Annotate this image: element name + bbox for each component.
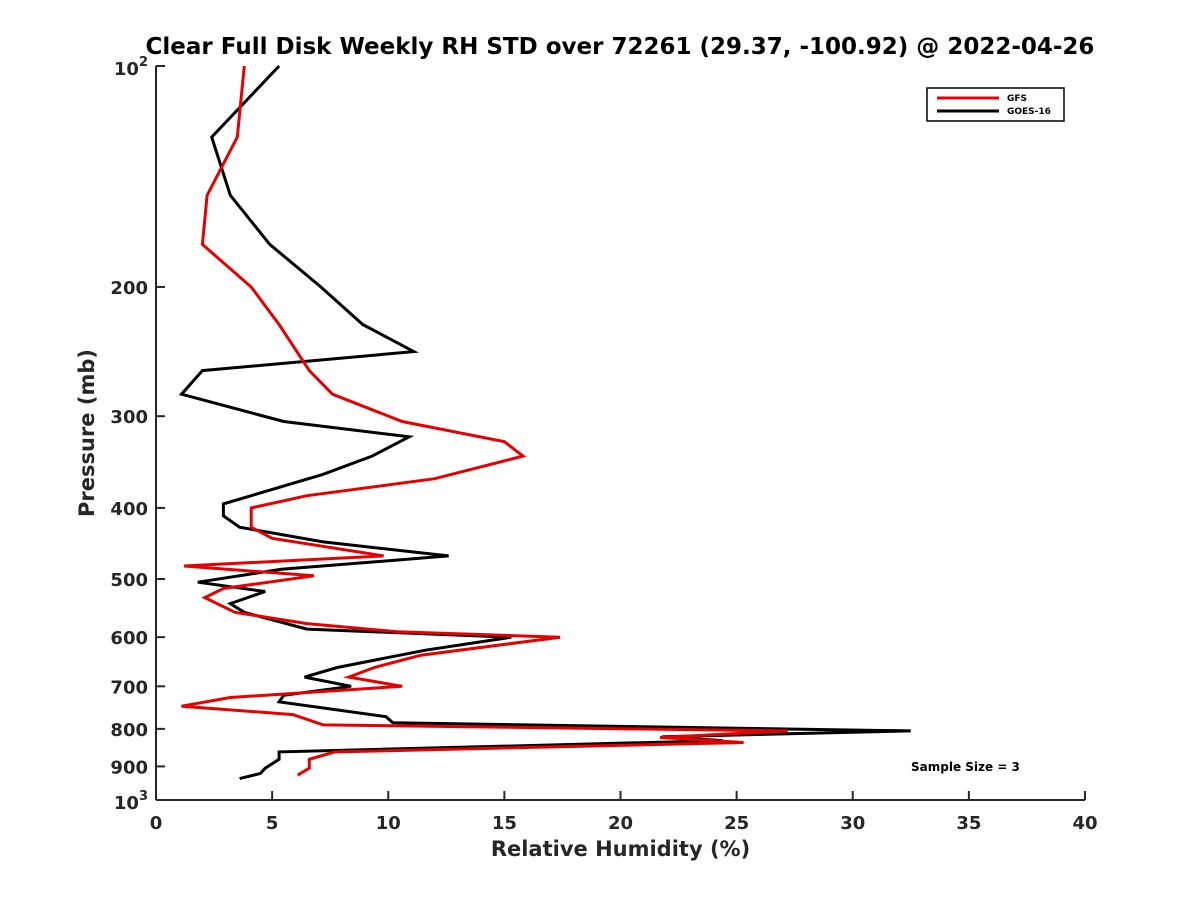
y-axis-label: Pressure (mb) xyxy=(75,349,99,517)
legend-label: GOES-16 xyxy=(1007,107,1051,117)
legend-label: GFS xyxy=(1007,94,1027,104)
x-tick-label: 30 xyxy=(840,813,865,834)
x-tick-label: 25 xyxy=(724,813,749,834)
x-tick-label: 10 xyxy=(376,813,401,834)
y-tick-label: 400 xyxy=(110,499,148,520)
x-tick-label: 40 xyxy=(1072,813,1097,834)
y-tick-label: 700 xyxy=(110,677,148,698)
x-tick-label: 35 xyxy=(956,813,981,834)
x-tick-label: 20 xyxy=(608,813,633,834)
y-tick-label: 900 xyxy=(110,757,148,778)
legend-box xyxy=(926,87,1065,122)
series-line-goes-16 xyxy=(178,64,911,781)
y-tick-label: 103 xyxy=(114,789,148,814)
x-tick-label: 5 xyxy=(266,813,279,834)
y-tick-label: 300 xyxy=(110,407,148,428)
y-tick-label: 200 xyxy=(110,278,148,299)
sample-size-annotation: Sample Size = 3 xyxy=(911,760,1020,774)
x-tick-label: 15 xyxy=(492,813,517,834)
y-tick-label: 800 xyxy=(110,720,148,741)
y-tick-label: 500 xyxy=(110,570,148,591)
axes: 0 5 10 15 20 25 30 35 40 102 200 300 400 500 600 700 800… xyxy=(110,55,1097,834)
series-line-gfs xyxy=(181,65,788,777)
x-tick-label: 0 xyxy=(150,813,163,834)
chart-title: Clear Full Disk Weekly RH STD over 72261… xyxy=(146,34,1095,60)
y-tick-label: 102 xyxy=(114,55,148,80)
legend: GFS GOES-16 xyxy=(926,87,1065,122)
x-axis-label: Relative Humidity (%) xyxy=(491,837,750,861)
plot-series xyxy=(178,64,911,781)
y-tick-label: 600 xyxy=(110,628,148,649)
